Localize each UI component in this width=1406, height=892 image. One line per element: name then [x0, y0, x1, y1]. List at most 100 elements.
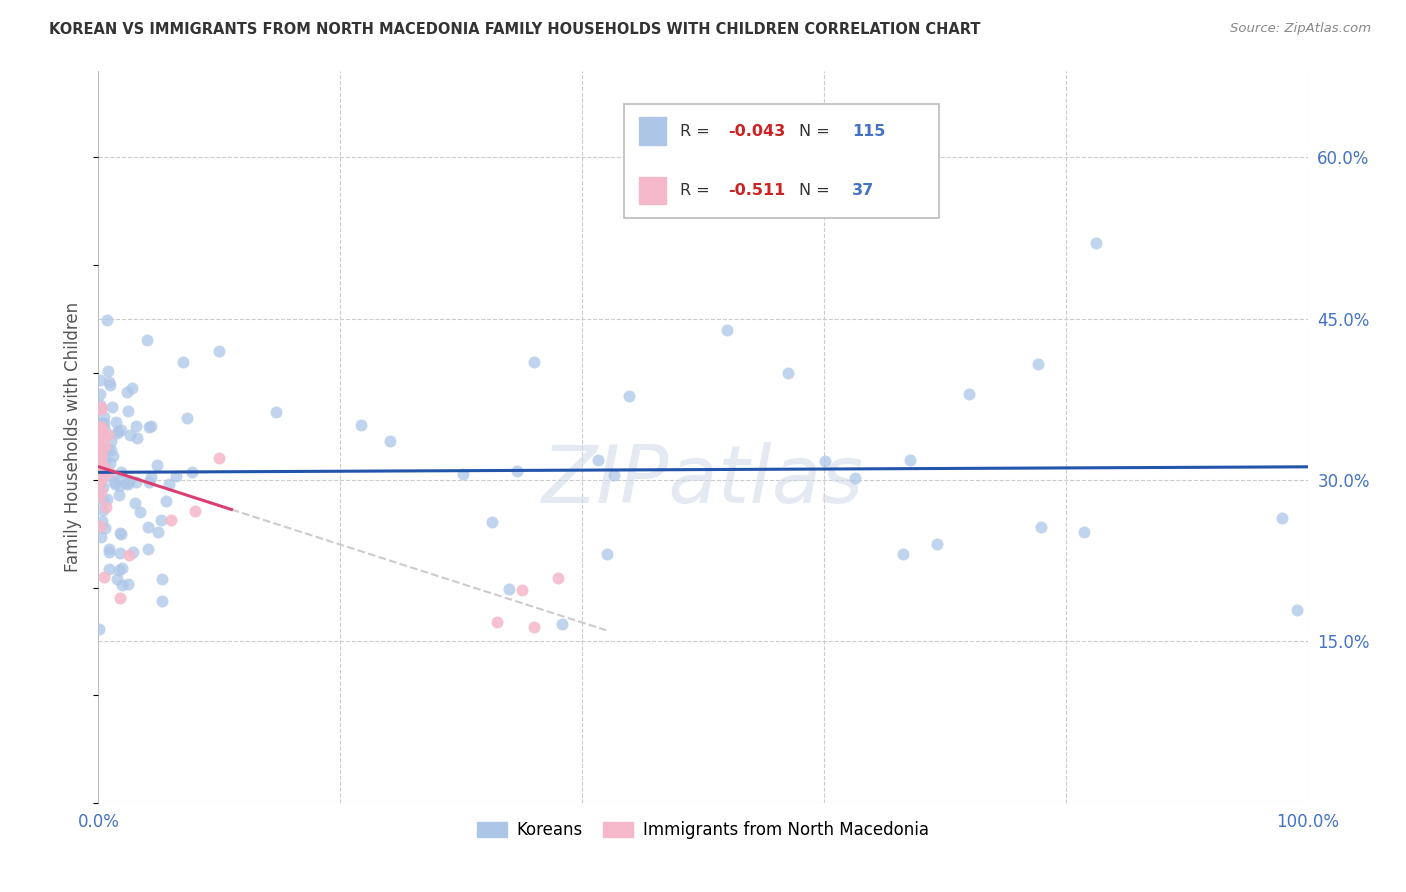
Point	[87, 442, 110, 456]
Point	[176, 411, 198, 425]
Point	[350, 417, 373, 432]
Point	[89, 432, 111, 446]
Point	[94, 521, 117, 535]
Point	[90, 401, 112, 415]
Point	[91, 492, 114, 507]
Point	[1029, 520, 1052, 534]
Point	[90, 484, 112, 499]
Point	[89, 421, 111, 435]
Point	[124, 418, 146, 433]
Point	[91, 471, 114, 485]
Y-axis label: Family Households with Children: Family Households with Children	[65, 302, 83, 572]
Point	[117, 577, 139, 591]
Point	[118, 428, 141, 442]
Point	[486, 615, 509, 630]
Point	[98, 375, 121, 389]
Point	[100, 442, 122, 457]
Point	[101, 450, 124, 464]
FancyBboxPatch shape	[624, 104, 939, 218]
Point	[108, 526, 131, 541]
Point	[596, 547, 619, 561]
Point	[602, 467, 624, 482]
Point	[89, 467, 111, 482]
Point	[118, 549, 141, 563]
Point	[93, 460, 115, 475]
Point	[146, 524, 169, 539]
Point	[89, 386, 111, 401]
Point	[716, 322, 738, 336]
Point	[87, 436, 110, 450]
Point	[586, 452, 609, 467]
Point	[115, 384, 138, 399]
Point	[90, 530, 112, 544]
Point	[898, 453, 921, 467]
Point	[136, 520, 159, 534]
Point	[266, 405, 288, 419]
Point	[98, 377, 121, 392]
Point	[94, 423, 117, 437]
Text: 115: 115	[852, 124, 886, 139]
Point	[523, 620, 546, 634]
Point	[90, 425, 112, 440]
Point	[105, 425, 128, 440]
Point	[925, 537, 948, 551]
Legend: Koreans, Immigrants from North Macedonia: Koreans, Immigrants from North Macedonia	[470, 814, 936, 846]
Point	[125, 431, 148, 445]
Point	[108, 546, 131, 560]
Point	[125, 475, 148, 489]
Point	[96, 313, 118, 327]
Point	[506, 464, 529, 478]
Point	[617, 389, 640, 403]
Point	[117, 403, 139, 417]
Point	[136, 541, 159, 556]
Point	[93, 570, 115, 584]
Point	[89, 490, 111, 504]
Point	[90, 421, 112, 435]
Text: N =: N =	[799, 124, 834, 139]
Point	[208, 451, 231, 466]
Point	[1026, 358, 1049, 372]
Point	[814, 454, 837, 468]
Point	[481, 515, 503, 529]
Point	[97, 428, 120, 442]
Point	[107, 563, 129, 577]
Point	[103, 476, 125, 491]
Point	[89, 446, 111, 460]
Point	[498, 582, 520, 596]
Point	[89, 398, 111, 412]
Point	[89, 452, 111, 467]
Point	[776, 366, 799, 380]
Point	[155, 493, 177, 508]
Point	[551, 617, 574, 632]
Point	[90, 426, 112, 441]
Point	[105, 572, 128, 586]
Point	[90, 450, 112, 465]
Point	[89, 420, 111, 434]
Point	[111, 577, 134, 591]
Text: ZIPatlas: ZIPatlas	[541, 442, 865, 520]
FancyBboxPatch shape	[638, 177, 665, 204]
Point	[135, 333, 157, 347]
Point	[122, 545, 145, 559]
Text: N =: N =	[799, 183, 834, 198]
Point	[1271, 511, 1294, 525]
Point	[93, 409, 115, 424]
Point	[110, 465, 132, 479]
Point	[157, 476, 180, 491]
Point	[124, 496, 146, 510]
Point	[108, 591, 131, 606]
Text: -0.043: -0.043	[728, 124, 786, 139]
Point	[93, 417, 115, 431]
Point	[100, 434, 122, 449]
Text: R =: R =	[681, 183, 714, 198]
Point	[150, 513, 173, 527]
Point	[97, 442, 120, 456]
Point	[87, 622, 110, 636]
Point	[107, 472, 129, 486]
Point	[98, 465, 121, 479]
Point	[97, 468, 120, 483]
Point	[138, 420, 160, 434]
Point	[94, 439, 117, 453]
Point	[89, 478, 111, 492]
Point	[108, 488, 131, 502]
